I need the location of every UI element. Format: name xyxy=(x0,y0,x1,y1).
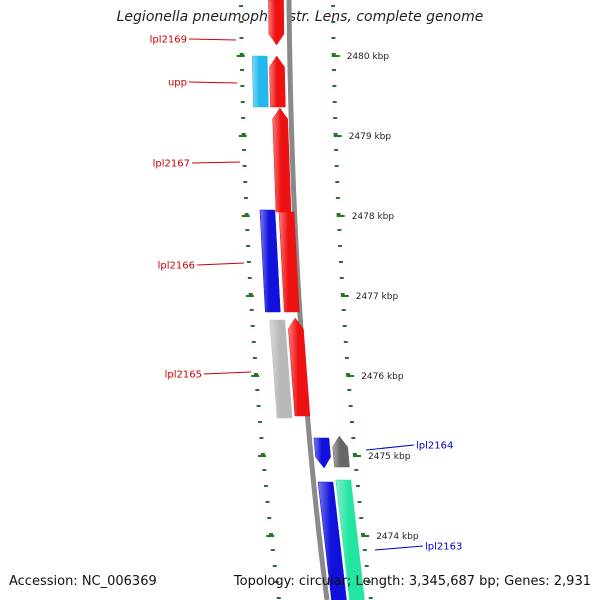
gene-lpl2163-fwd xyxy=(335,479,365,600)
gene-label-lpl2163: lpl2163 xyxy=(425,542,462,553)
scale-label: 2479 kbp xyxy=(349,132,392,142)
scale-label: 2480 kbp xyxy=(347,52,390,62)
gene-upp-fwd xyxy=(269,55,286,108)
label-leaders xyxy=(188,38,424,551)
gene-label-lpl2164: lpl2164 xyxy=(416,441,453,452)
leader-line xyxy=(196,262,245,266)
leader-line xyxy=(191,161,241,164)
genome-summary: Topology: circular; Length: 3,345,687 bp… xyxy=(233,574,591,589)
leader-line xyxy=(188,38,237,41)
map-title: Legionella pneumophila str. Lens, comple… xyxy=(116,9,484,25)
gene-lpl2164 xyxy=(313,437,331,469)
gene-label-lpl2167: lpl2167 xyxy=(153,159,190,170)
scale-label: 2475 kbp xyxy=(368,452,411,462)
gene-features xyxy=(251,0,365,600)
gene-lpl2165-rev xyxy=(269,319,293,419)
tick-marks xyxy=(236,5,373,599)
leader-line xyxy=(188,81,238,84)
scale-label: 2477 kbp xyxy=(356,292,399,302)
gene-lpl2164b xyxy=(332,435,350,468)
gene-label-lpl2169: lpl2169 xyxy=(150,35,187,46)
scale-labels: 2480 kbp 2479 kbp 2478 kbp 2477 kbp 2476 kbp… xyxy=(347,52,419,542)
gene-lpl2167 xyxy=(272,107,292,213)
gene-label-upp: upp xyxy=(168,78,187,89)
genome-backbone xyxy=(286,0,330,600)
gene-lpl2166-fwd xyxy=(278,211,300,313)
gene-label-lpl2165: lpl2165 xyxy=(165,370,202,381)
accession-label: Accession: NC_006369 xyxy=(9,574,157,589)
gene-label-lpl2166: lpl2166 xyxy=(158,261,195,272)
scale-label: 2476 kbp xyxy=(361,372,404,382)
leader-line xyxy=(365,444,415,451)
gene-lpl2165-fwd xyxy=(288,317,311,417)
gene-lpl2166-rev xyxy=(259,209,281,313)
gene-lpl2163-rev xyxy=(317,481,347,600)
leader-line xyxy=(203,371,252,375)
leader-line xyxy=(374,545,424,551)
scale-label: 2478 kbp xyxy=(352,212,395,222)
scale-label: 2474 kbp xyxy=(376,532,419,542)
gene-lpl2169 xyxy=(268,0,285,46)
gene-labels: lpl2169 upp lpl2167 lpl2166 lpl2165 lpl2164 lp… xyxy=(150,35,463,553)
gene-upp-rev xyxy=(251,55,269,108)
